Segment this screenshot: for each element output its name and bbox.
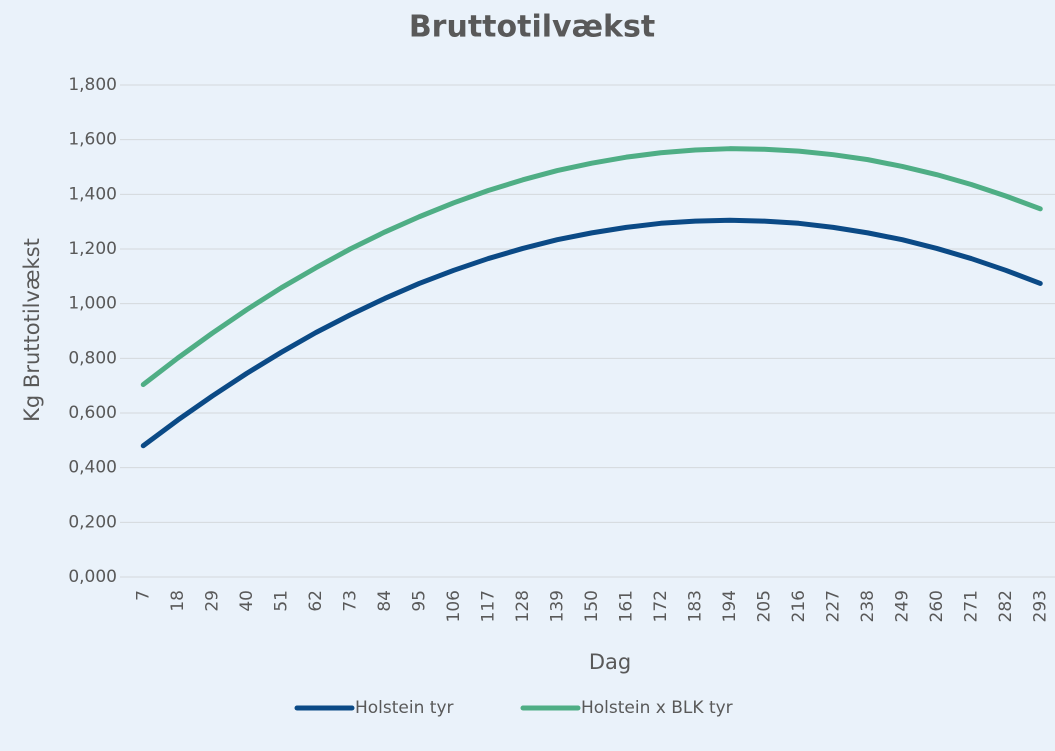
x-tick-label: 18 [168, 590, 188, 612]
x-tick-label: 117 [478, 590, 498, 622]
y-tick-label: 1,000 [68, 294, 117, 314]
x-tick-label: 95 [409, 590, 429, 612]
x-tick-label: 40 [237, 590, 257, 612]
x-tick-label: 249 [892, 590, 912, 622]
y-tick-label: 1,400 [68, 184, 117, 204]
legend-label: Holstein tyr [355, 698, 454, 718]
y-tick-label: 1,200 [68, 239, 117, 259]
y-tick-label: 1,800 [68, 75, 117, 95]
x-tick-label: 282 [996, 590, 1016, 622]
x-tick-label: 194 [720, 590, 740, 622]
x-tick-label: 51 [271, 590, 291, 612]
x-axis-title: Dag [589, 650, 631, 674]
x-tick-label: 84 [375, 590, 395, 612]
y-axis-title: Kg Bruttotilvækst [20, 238, 44, 422]
x-tick-label: 150 [582, 590, 602, 622]
y-tick-label: 0,600 [68, 403, 117, 423]
x-tick-label: 183 [685, 590, 705, 622]
x-tick-label: 238 [858, 590, 878, 622]
series-line [140, 146, 1043, 388]
y-tick-label: 1,600 [68, 130, 117, 150]
x-tick-label: 161 [616, 590, 636, 622]
x-tick-label: 73 [340, 590, 360, 612]
x-tick-label: 7 [133, 590, 153, 601]
x-tick-label: 128 [513, 590, 533, 622]
y-tick-label: 0,400 [68, 458, 117, 478]
x-tick-label: 29 [202, 590, 222, 612]
x-tick-label: 139 [547, 590, 567, 622]
x-tick-label: 216 [789, 590, 809, 622]
x-tick-label: 205 [754, 590, 774, 622]
series-line [140, 217, 1043, 449]
x-tick-label: 260 [927, 590, 947, 622]
legend-label: Holstein x BLK tyr [581, 698, 733, 718]
x-tick-label: 172 [651, 590, 671, 622]
x-tick-label: 227 [823, 590, 843, 622]
x-tick-label: 293 [1030, 590, 1050, 622]
y-tick-label: 0,800 [68, 348, 117, 368]
y-tick-label: 0,000 [68, 567, 117, 587]
chart-title: Bruttotilvækst [409, 10, 655, 45]
x-tick-label: 271 [961, 590, 981, 622]
y-tick-label: 0,200 [68, 512, 117, 532]
x-tick-label: 106 [444, 590, 464, 622]
x-tick-label: 62 [306, 590, 326, 612]
